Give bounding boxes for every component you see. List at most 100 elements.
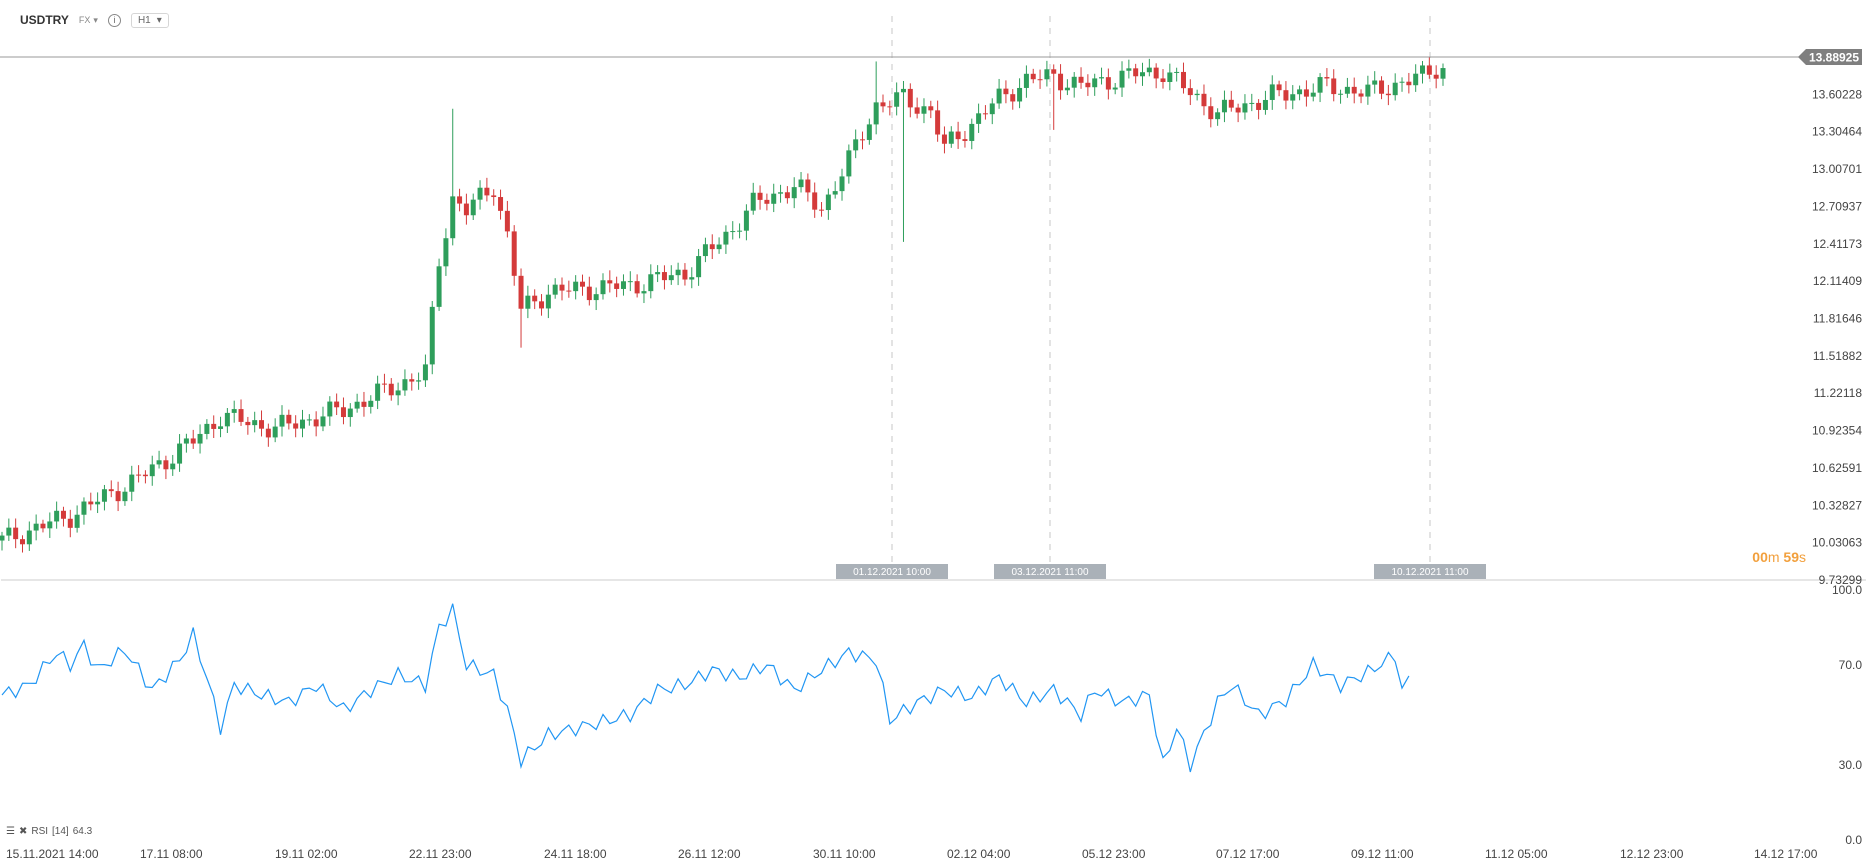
rsi-legend: ☰ ✖ RSI [14] 64.3 (6, 826, 92, 837)
candle (224, 408, 230, 433)
candle (900, 80, 906, 242)
candle (730, 221, 736, 240)
price-tick-label: 10.03063 (1812, 536, 1862, 550)
candle (293, 415, 299, 438)
candle (1276, 80, 1282, 97)
candle (245, 416, 251, 435)
last-price-text: 13.88925 (1809, 51, 1859, 65)
candle (402, 369, 408, 396)
candle (47, 512, 53, 538)
candle (1010, 89, 1016, 110)
candle (1003, 80, 1009, 104)
chart-toolbar: USDTRY FX ▾ i H1 ▾ (20, 10, 169, 30)
market-dropdown[interactable]: FX ▾ (79, 15, 98, 26)
symbol-label[interactable]: USDTRY (20, 13, 69, 27)
candle (218, 416, 224, 438)
candle (1242, 94, 1248, 120)
candle (566, 280, 572, 298)
candle (552, 278, 558, 299)
rsi-value: 64.3 (72, 826, 93, 837)
candle (504, 200, 510, 238)
time-tick-label: 11.12 05:00 (1485, 847, 1548, 861)
candle (197, 424, 203, 454)
candle (955, 121, 961, 149)
price-tick-label: 12.41173 (1813, 237, 1862, 251)
candle (1235, 103, 1241, 123)
candle (1187, 79, 1193, 106)
info-icon[interactable]: i (107, 13, 121, 27)
indicator-list-icon[interactable]: ☰ (6, 826, 15, 837)
candle (81, 497, 87, 525)
candle (860, 131, 866, 150)
candle (142, 470, 148, 484)
candle (1023, 65, 1029, 98)
candle (1160, 69, 1166, 89)
candle (170, 454, 176, 476)
candle (648, 264, 654, 299)
candle (545, 284, 551, 319)
candle (819, 202, 825, 217)
candle (299, 409, 305, 438)
candle (1119, 61, 1125, 97)
candle (702, 237, 708, 263)
candle (1167, 63, 1173, 91)
timeframe-select[interactable]: H1 ▾ (130, 12, 169, 28)
candle (265, 423, 271, 447)
candle (832, 181, 838, 199)
time-markers: 01.12.2021 10:00 03.12.2021 11:00 10.12.20… (836, 16, 1486, 580)
candle (737, 223, 743, 239)
candle-countdown: 00m 59s (1752, 549, 1806, 565)
candle (1153, 63, 1159, 89)
candle (463, 193, 469, 225)
candle (95, 492, 101, 514)
candle (1413, 64, 1419, 92)
countdown-seconds-unit: s (1799, 549, 1806, 565)
candle (163, 455, 169, 480)
time-tick-label: 09.12 11:00 (1351, 847, 1414, 861)
candle (894, 82, 900, 116)
candle (846, 144, 852, 184)
candle (518, 268, 524, 348)
candle (231, 400, 237, 423)
candle (498, 189, 504, 220)
time-axis: 15.11.2021 14:00 17.11 08:00 19.11 02:00 22… (6, 847, 1818, 861)
price-tick-label: 12.11409 (1813, 274, 1862, 288)
candle (450, 108, 456, 246)
candle (614, 276, 620, 298)
candle (368, 395, 374, 414)
candle (13, 518, 19, 549)
candle (593, 287, 599, 311)
candle (484, 177, 490, 202)
candle (573, 275, 579, 300)
candle (1174, 67, 1180, 82)
candle (907, 83, 913, 118)
candle (1303, 80, 1309, 107)
price-tick-label: 13.00701 (1812, 162, 1862, 176)
countdown-minutes: 00 (1752, 549, 1768, 565)
rsi-line (1, 603, 1410, 773)
candle (129, 465, 135, 502)
time-tick-label: 05.12 23:00 (1082, 847, 1146, 861)
remove-indicator-icon[interactable]: ✖ (18, 826, 28, 837)
rsi-tick-label: 30.0 (1839, 758, 1863, 772)
candle (757, 185, 763, 210)
candle (682, 263, 688, 286)
time-tick-label: 24.11 18:00 (544, 847, 607, 861)
candle (1372, 71, 1378, 94)
candle (136, 465, 142, 483)
candle (1092, 73, 1098, 96)
candle (935, 100, 941, 142)
candle (914, 97, 920, 119)
price-tick-label: 13.60228 (1812, 87, 1862, 101)
candle (279, 405, 285, 437)
candle (887, 100, 893, 116)
candle (791, 177, 797, 209)
candle (149, 455, 155, 486)
candle (361, 391, 367, 417)
candle (1078, 67, 1084, 89)
candle (853, 129, 859, 159)
candle (784, 186, 790, 204)
time-marker-text: 01.12.2021 10:00 (853, 567, 931, 578)
candle (866, 118, 872, 145)
